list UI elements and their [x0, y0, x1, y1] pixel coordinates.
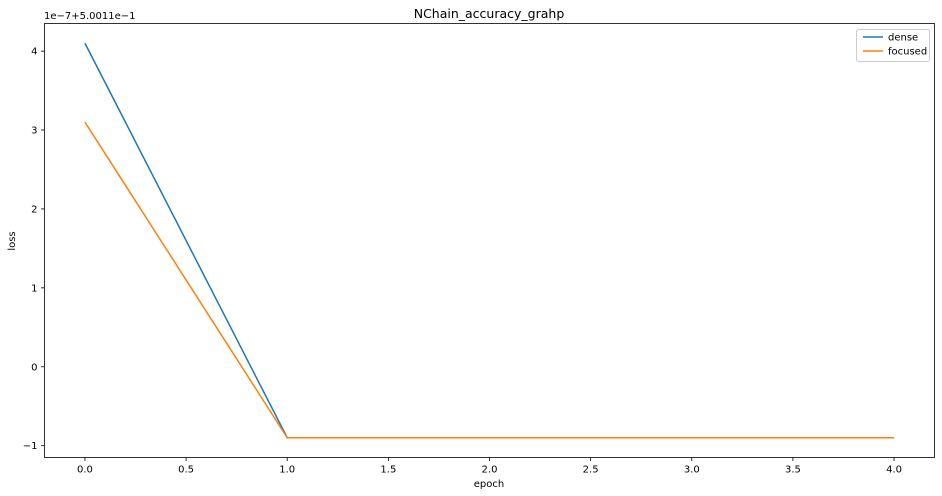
x-axis-label: epoch — [474, 479, 504, 490]
y-tick-label: 2 — [31, 204, 37, 215]
y-tick-label: −1 — [23, 441, 38, 452]
x-tick-label: 2.5 — [583, 465, 599, 476]
y-tick-label: 1 — [31, 283, 37, 294]
y-axis-label: loss — [7, 231, 18, 250]
y-tick-label: 0 — [31, 362, 37, 373]
x-tick-label: 3.5 — [785, 465, 801, 476]
x-tick-label: 3.0 — [684, 465, 700, 476]
x-tick-label: 1.5 — [380, 465, 396, 476]
x-tick-label: 4.0 — [886, 465, 902, 476]
x-tick-label: 2.0 — [482, 465, 498, 476]
y-offset-label: 1e−7+5.0011e−1 — [44, 11, 136, 22]
x-tick-label: 0.5 — [178, 465, 194, 476]
y-tick-label: 4 — [31, 47, 37, 58]
legend-label-focused: focused — [888, 47, 927, 58]
series-line-focused — [84, 121, 895, 439]
y-tick-label: 3 — [31, 126, 37, 137]
legend: dense focused — [856, 29, 930, 62]
legend-label-dense: dense — [888, 33, 918, 44]
chart-title: NChain_accuracy_grahp — [414, 6, 565, 21]
x-tick-label: 0.0 — [77, 465, 93, 476]
x-tick-label: 1.0 — [279, 465, 295, 476]
plot-frame — [44, 23, 935, 458]
